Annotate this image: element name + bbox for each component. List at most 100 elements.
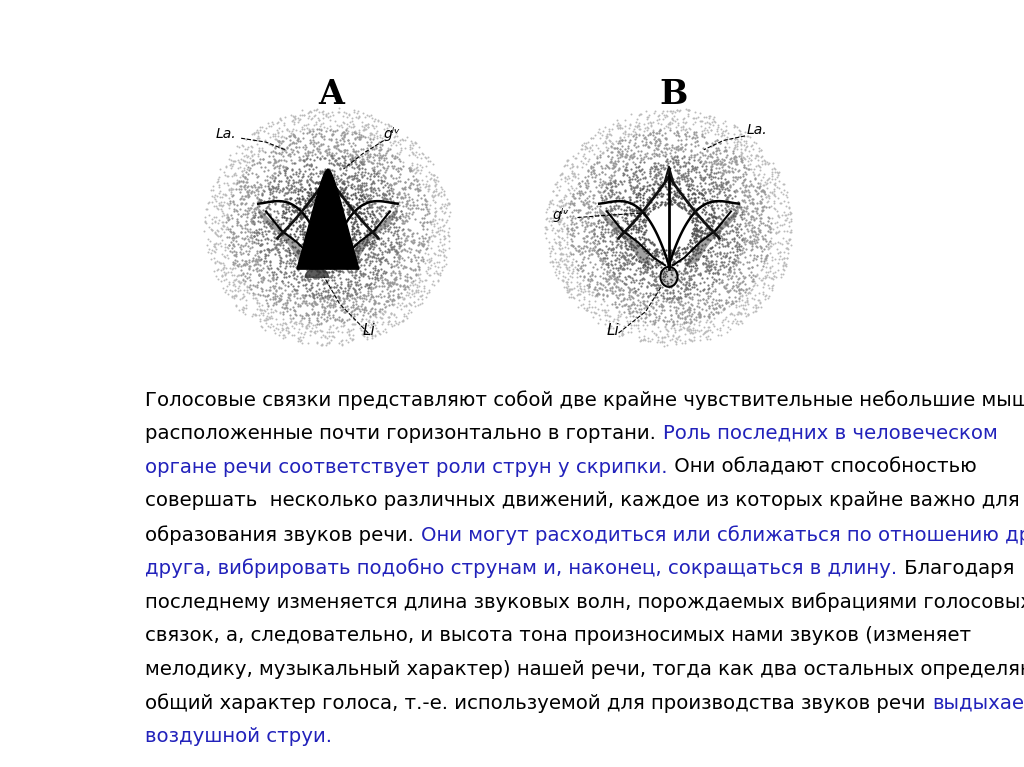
- Point: [396, 210, 413, 222]
- Point: [304, 303, 321, 315]
- Point: [377, 301, 393, 314]
- Point: [563, 259, 580, 272]
- Point: [340, 196, 356, 209]
- Point: [336, 239, 352, 251]
- Point: [719, 190, 735, 202]
- Point: [313, 287, 330, 299]
- Point: [309, 142, 326, 154]
- Point: [242, 262, 258, 274]
- Point: [228, 235, 245, 247]
- Point: [726, 152, 742, 164]
- Point: [420, 154, 436, 166]
- Point: [270, 166, 287, 179]
- Point: [687, 222, 703, 234]
- Point: [559, 284, 575, 296]
- Point: [340, 125, 356, 137]
- Point: [678, 245, 694, 258]
- Point: [545, 197, 561, 209]
- Point: [335, 186, 351, 198]
- Point: [613, 140, 630, 153]
- Point: [290, 176, 306, 188]
- Point: [255, 184, 271, 196]
- Point: [605, 138, 622, 150]
- Point: [549, 260, 565, 272]
- Point: [341, 137, 357, 150]
- Point: [727, 221, 743, 233]
- Point: [358, 229, 375, 241]
- Point: [310, 140, 327, 153]
- Point: [663, 177, 679, 189]
- Point: [587, 128, 603, 140]
- Point: [367, 262, 383, 274]
- Point: [589, 289, 605, 301]
- Point: [719, 205, 735, 217]
- Point: [654, 187, 671, 199]
- Point: [622, 310, 638, 322]
- Point: [396, 300, 413, 312]
- Point: [618, 258, 635, 270]
- Point: [571, 262, 588, 275]
- Point: [344, 232, 360, 244]
- Point: [650, 113, 667, 125]
- Point: [301, 153, 317, 166]
- Point: [324, 245, 340, 257]
- Point: [723, 202, 739, 214]
- Point: [395, 260, 412, 272]
- Point: [279, 131, 295, 143]
- Point: [608, 192, 625, 204]
- Point: [267, 327, 284, 339]
- Point: [597, 225, 613, 238]
- Point: [244, 216, 260, 228]
- Point: [347, 242, 364, 254]
- Point: [343, 324, 359, 336]
- Point: [344, 111, 360, 123]
- Point: [358, 234, 375, 246]
- Point: [200, 245, 216, 258]
- Point: [331, 143, 347, 156]
- Point: [276, 111, 293, 123]
- Point: [370, 265, 386, 278]
- Point: [282, 288, 298, 301]
- Point: [354, 237, 371, 249]
- Point: [262, 255, 279, 267]
- Point: [323, 270, 339, 282]
- Point: [575, 271, 592, 283]
- Point: [215, 176, 231, 189]
- Point: [779, 191, 796, 203]
- Point: [240, 232, 256, 245]
- Point: [670, 183, 686, 195]
- Point: [579, 230, 595, 242]
- Point: [692, 220, 709, 232]
- Point: [435, 230, 452, 242]
- Point: [380, 205, 396, 217]
- Point: [313, 242, 330, 255]
- Point: [229, 282, 246, 295]
- Point: [686, 281, 702, 294]
- Point: [323, 185, 339, 197]
- Point: [558, 227, 574, 239]
- Point: [228, 217, 245, 229]
- Point: [216, 274, 232, 286]
- Point: [701, 257, 718, 269]
- Point: [364, 143, 380, 155]
- Point: [779, 247, 796, 259]
- Point: [403, 255, 420, 267]
- Point: [659, 157, 676, 170]
- Point: [234, 291, 251, 303]
- Point: [375, 193, 391, 206]
- Point: [293, 212, 309, 224]
- Point: [421, 206, 437, 219]
- Point: [652, 298, 669, 311]
- Point: [265, 324, 282, 336]
- Point: [679, 266, 695, 278]
- Point: [350, 133, 367, 146]
- Point: [757, 176, 773, 189]
- Point: [657, 142, 674, 154]
- Point: [556, 220, 572, 232]
- Point: [644, 294, 660, 306]
- Point: [252, 216, 268, 228]
- Point: [385, 239, 401, 252]
- Point: [587, 258, 603, 271]
- Point: [299, 319, 315, 331]
- Point: [225, 155, 242, 167]
